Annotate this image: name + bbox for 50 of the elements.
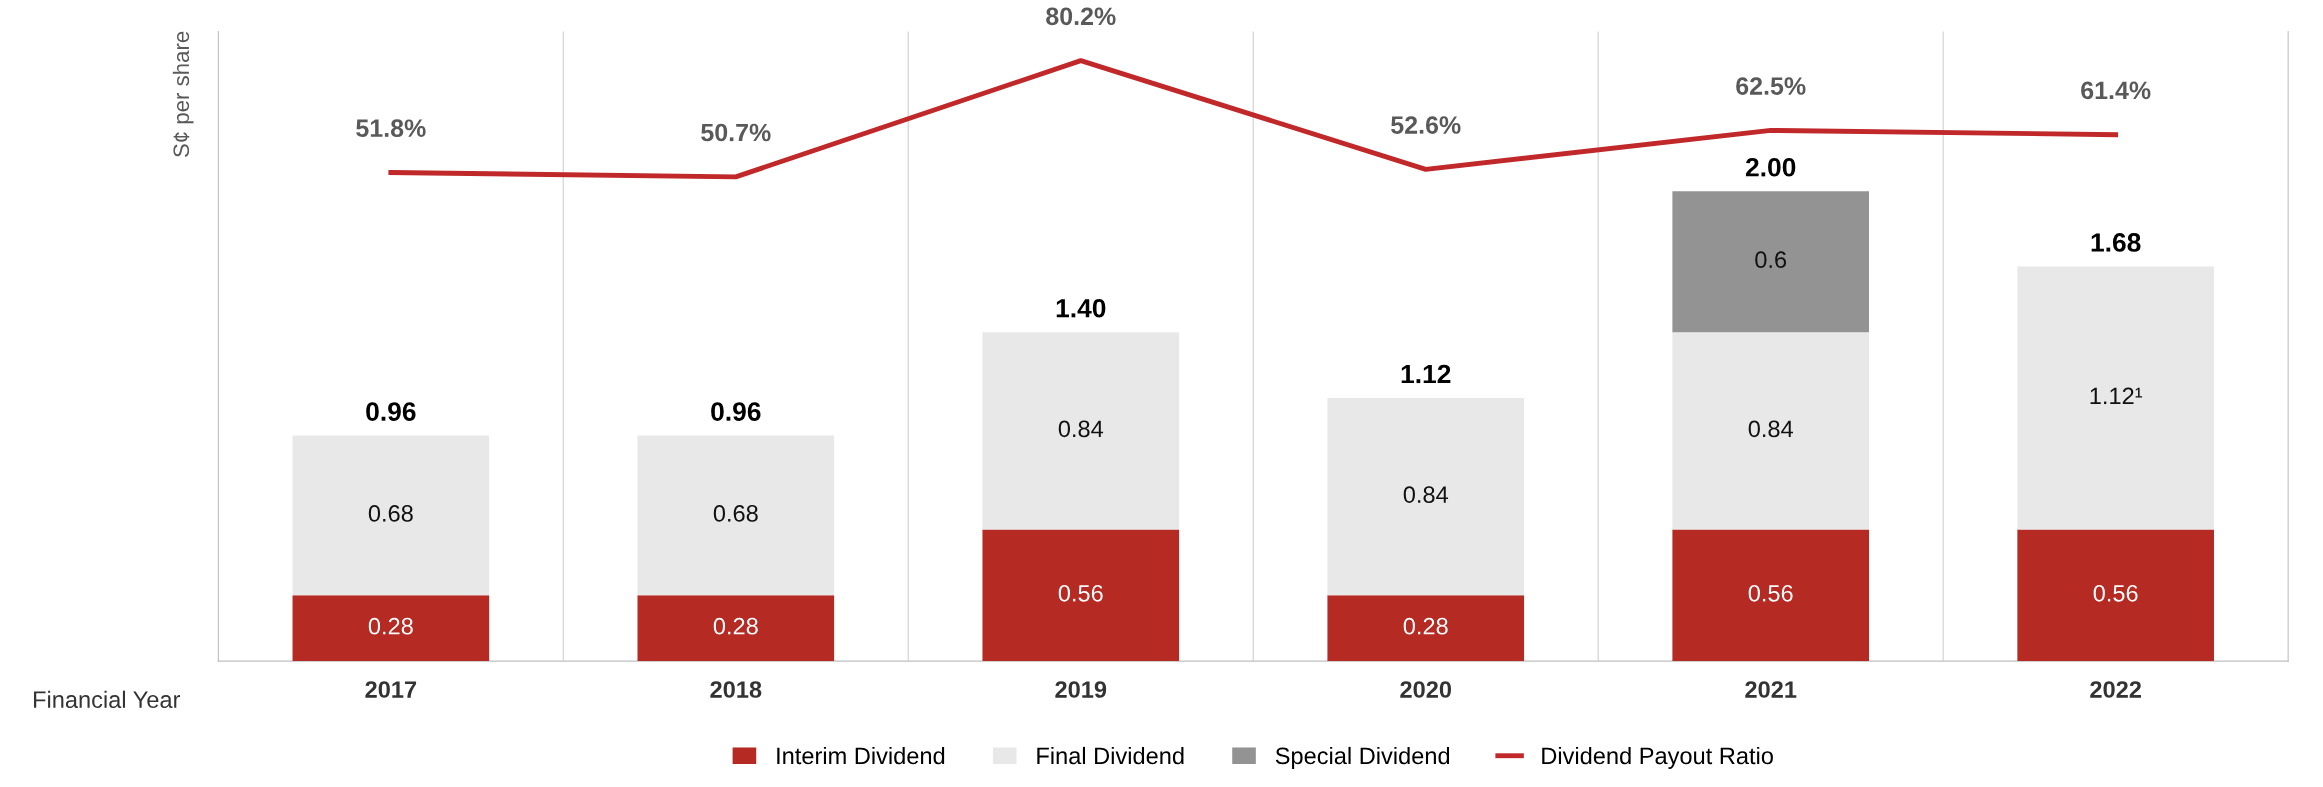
data-label: 50.7%	[701, 123, 771, 142]
bar	[637, 595, 835, 662]
y-axis-title: S¢ per share	[172, 31, 194, 158]
legend-label: Final Dividend	[1037, 746, 1184, 765]
total-label: 1.68	[2091, 233, 2141, 252]
data-label: 0.56	[1748, 584, 1793, 602]
x-tick-label: 2022	[2090, 681, 2141, 698]
data-label: 51.8%	[356, 119, 426, 138]
data-label: 0.84	[1058, 420, 1104, 438]
data-label: 0.6	[1755, 251, 1787, 269]
data-label: 0.68	[713, 505, 758, 522]
data-label: 0.84	[1403, 486, 1449, 503]
data-label: 0.56	[2093, 584, 2138, 602]
data-label: 61.4%	[2081, 81, 2151, 100]
x-axis-title: Financial Year	[34, 690, 181, 709]
bar	[1672, 529, 1870, 662]
data-label: 0.84	[1748, 420, 1793, 438]
data-label: 0.28	[1403, 617, 1448, 635]
data-label: 0.56	[1058, 584, 1103, 602]
bar	[637, 435, 835, 596]
bar	[982, 529, 1180, 662]
x-tick-label: 2017	[365, 681, 417, 698]
data-label: 80.2%	[1046, 7, 1116, 26]
x-tick-label: 2019	[1055, 681, 1107, 698]
data-label: 0.28	[368, 617, 413, 635]
bar	[1327, 595, 1525, 662]
bar	[2017, 266, 2214, 530]
data-label: 0.28	[713, 617, 758, 635]
x-tick-label: 2021	[1745, 681, 1797, 698]
bar	[1327, 397, 1525, 596]
bar	[292, 595, 490, 662]
data-label: 0.68	[368, 505, 413, 522]
bar	[1672, 191, 1870, 333]
total-label: 0.96	[711, 402, 761, 421]
bar	[2017, 529, 2214, 662]
bar	[292, 435, 490, 596]
legend-label: Interim Dividend	[777, 746, 945, 765]
data-label: 1.12¹	[2090, 387, 2143, 405]
data-label: 62.5%	[1736, 77, 1806, 95]
legend-label: Dividend Payout Ratio	[1542, 746, 1773, 769]
x-tick-label: 2018	[710, 681, 762, 698]
total-label: 0.96	[366, 402, 416, 421]
legend-label: Special Dividend	[1275, 746, 1450, 769]
bar	[1672, 332, 1870, 530]
data-label: 52.6%	[1391, 116, 1461, 134]
total-label: 2.00	[1745, 157, 1796, 177]
x-tick-label: 2020	[1400, 681, 1452, 698]
total-label: 1.40	[1056, 298, 1106, 318]
bar	[982, 332, 1180, 530]
total-label: 1.12	[1401, 364, 1451, 384]
